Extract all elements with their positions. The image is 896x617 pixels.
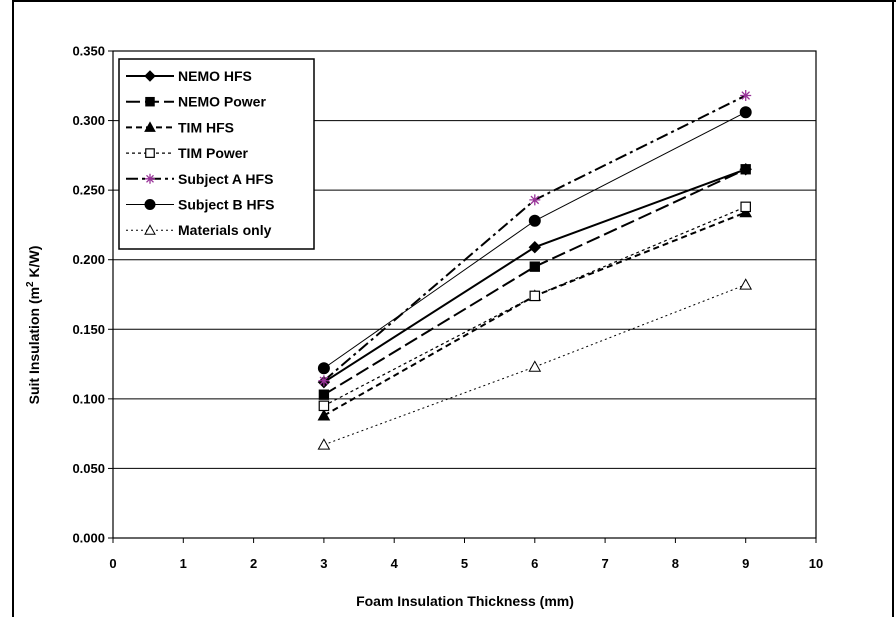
y-tick-label: 0.050 [72, 461, 105, 476]
y-axis-title-tail: K/W) [26, 246, 42, 282]
y-axis-title-main: Suit Insulation (m [26, 287, 42, 404]
data-point [317, 438, 331, 450]
series-subject-a-hfs [318, 90, 752, 387]
y-axis-title: Suit Insulation (m2 K/W) [25, 246, 42, 405]
legend-entry: TIM Power [126, 145, 249, 161]
legend-label: Subject B HFS [178, 197, 274, 213]
data-point [529, 290, 541, 302]
data-point [318, 400, 330, 412]
data-point [739, 278, 753, 290]
data-point [528, 214, 541, 227]
legend-entry: NEMO HFS [126, 68, 252, 84]
y-tick-label: 0.300 [72, 113, 105, 128]
y-tick-label: 0.150 [72, 322, 105, 337]
data-point [528, 360, 542, 372]
legend-entry: TIM HFS [126, 119, 234, 135]
y-tick-label: 0.250 [72, 183, 105, 198]
legend-marker [144, 70, 156, 82]
series-line [323, 206, 746, 407]
x-tick-label: 8 [672, 556, 679, 571]
legend-box [118, 58, 315, 250]
x-tick-label: 7 [601, 556, 608, 571]
legend-marker [145, 173, 155, 184]
data-point [740, 201, 751, 213]
legend-label: NEMO Power [178, 94, 266, 110]
data-point [739, 106, 752, 119]
legend-entry: Subject A HFS [126, 171, 273, 187]
x-axis-title: Foam Insulation Thickness (mm) [356, 593, 574, 609]
series-line [323, 284, 746, 446]
legend-entry: NEMO Power [126, 94, 266, 110]
series-subject-b-hfs [317, 106, 752, 375]
legend-marker [144, 224, 156, 235]
legend-marker [145, 148, 155, 158]
series-line [323, 168, 747, 396]
x-tick-label: 10 [809, 556, 823, 571]
legend-entry: Materials only [126, 222, 272, 238]
legend-label: Materials only [178, 222, 272, 238]
legend-marker [144, 121, 156, 132]
y-tick-label: 0.100 [72, 391, 105, 406]
legend-entry: Subject B HFS [126, 197, 274, 213]
x-tick-label: 2 [250, 556, 257, 571]
data-point [318, 375, 330, 387]
x-tick-label: 5 [461, 556, 468, 571]
y-tick-label: 0.350 [72, 44, 105, 59]
legend-label: NEMO HFS [178, 68, 252, 84]
y-tick-label: 0.200 [72, 252, 105, 267]
x-tick-label: 0 [109, 556, 116, 571]
data-point [318, 389, 330, 400]
data-point [528, 240, 542, 254]
x-tick-label: 4 [391, 556, 399, 571]
data-point [529, 261, 540, 272]
legend-marker [144, 199, 156, 210]
data-point [317, 362, 330, 375]
data-point [317, 409, 331, 421]
y-tick-label: 0.000 [72, 531, 105, 546]
series-nemo-power [318, 164, 751, 400]
data-point [740, 164, 751, 175]
legend-marker [145, 96, 155, 107]
x-tick-label: 1 [180, 556, 187, 571]
series-layer [317, 90, 753, 450]
x-axis-ticks: 0 1 2 3 4 5 6 7 8 9 10 [109, 538, 823, 571]
series-materials-only [317, 278, 753, 450]
y-axis-title-superscript: 2 [25, 281, 36, 287]
chart-frame [12, 0, 896, 617]
legend-label: TIM Power [178, 145, 249, 161]
x-tick-label: 6 [531, 556, 538, 571]
data-point [529, 194, 541, 206]
legend-label: Subject A HFS [178, 171, 273, 187]
legend: NEMO HFS NEMO Power TIM HFS TIM Power Subjec… [118, 58, 315, 250]
data-point [740, 90, 752, 102]
x-tick-label: 9 [742, 556, 749, 571]
y-axis-ticks: 0.000 0.050 0.100 0.150 0.200 0.250 0.300 0.350 [72, 44, 113, 546]
legend-label: TIM HFS [178, 119, 234, 135]
x-tick-label: 3 [320, 556, 327, 571]
series-tim-power [318, 201, 751, 412]
